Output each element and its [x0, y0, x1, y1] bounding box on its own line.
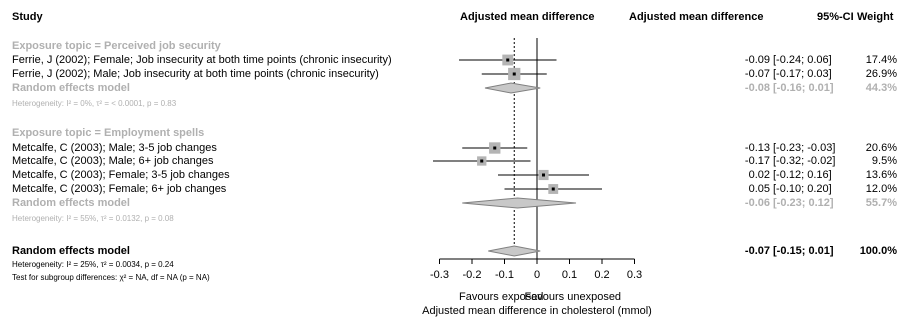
study-weight: 26.9% [865, 68, 897, 80]
study-label: Metcalfe, C (2003); Female; 3-5 job chan… [12, 169, 230, 181]
plot-column-header: Adjusted mean difference [460, 11, 595, 23]
model-diamond [462, 197, 577, 209]
study-estimate: 0.05 [748, 183, 770, 195]
overall-model-ci: [-0.15; 0.01] [773, 245, 834, 257]
study-estimate: -0.09 [744, 54, 770, 66]
x-axis-tick-label: 0.2 [594, 269, 609, 281]
study-estimate: 0.02 [748, 169, 770, 181]
subgroup-title: Exposure topic = Perceived job security [12, 40, 221, 52]
estimate-column-header: Adjusted mean difference [629, 11, 764, 23]
study-weight: 20.6% [865, 142, 897, 154]
subgroup-model-ci: [-0.16; 0.01] [773, 82, 834, 94]
study-label: Metcalfe, C (2003); Female; 6+ job chang… [12, 183, 227, 195]
ci-column-header: 95%-CI [817, 11, 854, 23]
study-point [542, 173, 545, 177]
subgroup-model-weight: 44.3% [865, 82, 897, 94]
x-axis-tick-label: -0.3 [430, 269, 449, 281]
study-ci: [-0.17; 0.03] [773, 68, 832, 80]
model-diamond [488, 245, 541, 257]
overall-heterogeneity: Heterogeneity: I² = 25%, τ² = 0.0034, p … [12, 260, 174, 269]
subgroup-difference-test: Test for subgroup differences: χ² = NA, … [12, 273, 210, 282]
study-ci: [-0.10; 0.20] [773, 183, 832, 195]
overall-model-estimate: -0.07 [744, 245, 770, 257]
model-diamond [484, 82, 541, 94]
study-column-header: Study [12, 11, 43, 23]
x-axis-title: Adjusted mean difference in cholesterol … [422, 305, 652, 317]
overall-model-weight: 100.0% [859, 245, 897, 257]
study-point [493, 146, 497, 150]
x-axis-tick-label: 0.3 [627, 269, 642, 281]
study-label: Ferrie, J (2002); Male; Job insecurity a… [12, 68, 379, 80]
study-estimate: -0.07 [744, 68, 770, 80]
study-ci: [-0.24; 0.06] [773, 54, 832, 66]
study-label: Ferrie, J (2002); Female; Job insecurity… [12, 54, 392, 66]
subgroup-model-estimate: -0.08 [744, 82, 770, 94]
study-point [551, 187, 555, 191]
x-axis-tick-label: 0.1 [562, 269, 577, 281]
x-axis-tick-label: -0.2 [463, 269, 482, 281]
subgroup-model-label: Random effects model [12, 197, 130, 209]
study-ci: [-0.12; 0.16] [773, 169, 832, 181]
overall-model-label: Random effects model [12, 245, 130, 257]
study-weight: 12.0% [865, 183, 897, 195]
study-label: Metcalfe, C (2003); Male; 3-5 job change… [12, 142, 217, 154]
study-label: Metcalfe, C (2003); Male; 6+ job changes [12, 155, 214, 167]
axis-right-label: Favours unexposed [524, 291, 621, 303]
study-ci: [-0.32; -0.02] [773, 155, 836, 167]
subgroup-model-weight: 55.7% [865, 197, 897, 209]
subgroup-model-ci: [-0.23; 0.12] [773, 197, 834, 209]
axis-left-label: Favours exposed [459, 291, 543, 303]
study-point [506, 58, 510, 62]
subgroup-model-label: Random effects model [12, 82, 130, 94]
study-point [480, 159, 484, 163]
subgroup-heterogeneity: Heterogeneity: I² = 55%, τ² = 0.0132, p … [12, 214, 174, 223]
subgroup-model-estimate: -0.06 [744, 197, 770, 209]
study-estimate: -0.17 [744, 155, 770, 167]
study-weight: 13.6% [865, 169, 897, 181]
study-weight: 9.5% [871, 155, 897, 167]
x-axis-tick-label: -0.1 [495, 269, 514, 281]
weight-column-header: Weight [857, 11, 894, 23]
subgroup-title: Exposure topic = Employment spells [12, 127, 205, 139]
study-point [512, 72, 516, 76]
x-axis-tick-label: 0 [534, 269, 540, 281]
study-ci: [-0.23; -0.03] [773, 142, 836, 154]
study-estimate: -0.13 [744, 142, 770, 154]
subgroup-heterogeneity: Heterogeneity: I² = 0%, τ² = < 0.0001, p… [12, 99, 177, 108]
study-weight: 17.4% [865, 54, 897, 66]
